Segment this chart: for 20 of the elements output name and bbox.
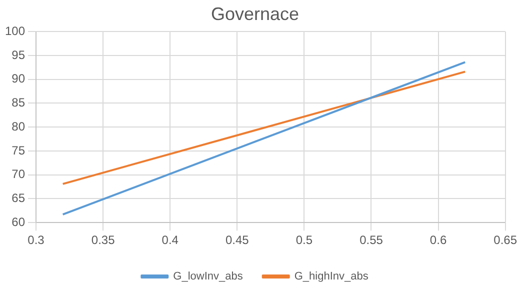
x-tick-label: 0.35 [91, 233, 116, 248]
chart-title: Governace [210, 4, 300, 24]
y-tick-label: 90 [12, 72, 26, 86]
y-tick-label: 70 [12, 167, 26, 182]
legend-label: G_highInv_abs [294, 270, 369, 283]
x-tick-label: 0.6 [430, 233, 447, 248]
x-tick-label: 0.4 [162, 233, 179, 248]
x-tick-label: 0.5 [296, 233, 313, 248]
y-tick-label: 85 [12, 96, 26, 110]
x-tick-label: 0.3 [28, 233, 45, 248]
y-tick-label: 100 [4, 24, 26, 38]
y-tick-label: 80 [12, 119, 26, 134]
y-tick-label: 75 [12, 143, 26, 158]
x-tick-label: 0.45 [225, 233, 250, 248]
legend-label: G_lowInv_abs [173, 270, 244, 283]
x-tick-label: 0.65 [494, 233, 518, 248]
y-tick-label: 65 [12, 191, 26, 206]
y-tick-label: 60 [12, 214, 26, 229]
y-tick-label: 95 [12, 48, 26, 62]
x-tick-label: 0.55 [360, 233, 384, 248]
